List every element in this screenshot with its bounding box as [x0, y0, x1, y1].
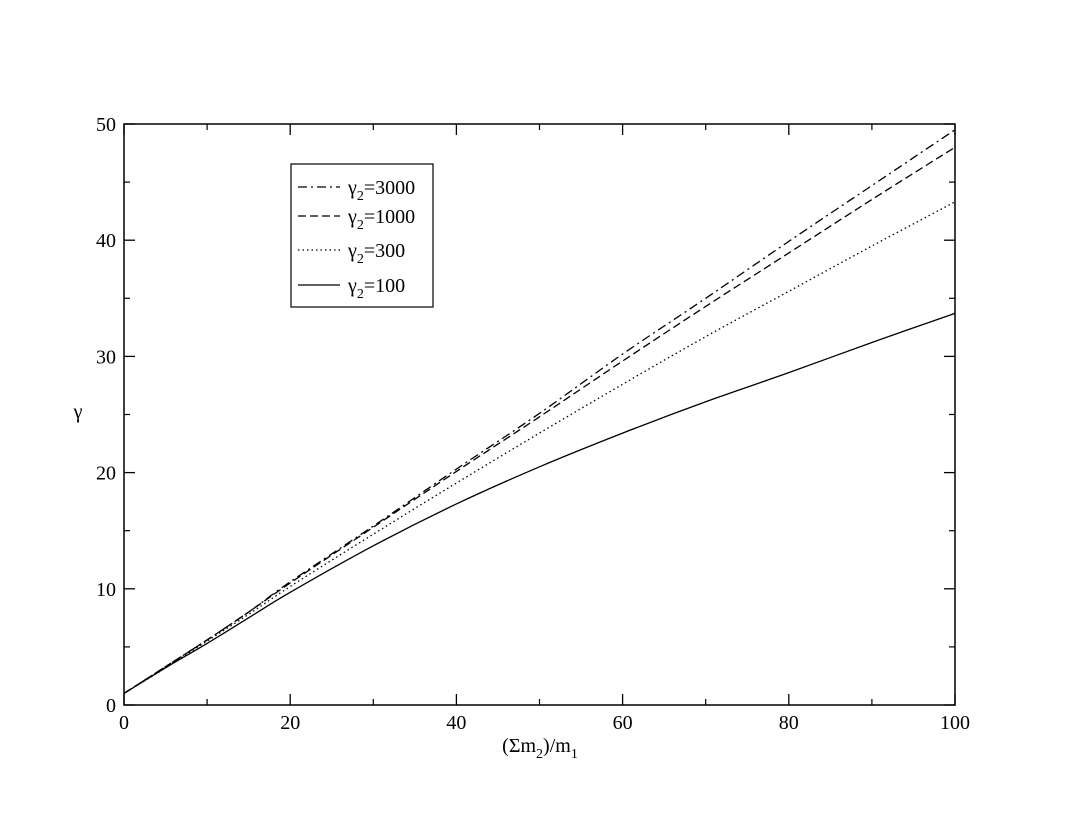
y-tick-label: 0 [106, 695, 116, 717]
x-axis-label: (Σm2)/m1 [502, 735, 578, 762]
x-tick-label: 100 [940, 712, 970, 734]
y-axis-label: γ [73, 401, 83, 423]
y-tick-label: 50 [96, 114, 116, 136]
ticks-layer: 0 20 40 60 80 100 0 10 20 30 40 50 [96, 114, 970, 734]
y-tick-label: 10 [96, 579, 116, 601]
series-line-dashdot [123, 129, 956, 694]
series-line-solid [123, 312, 956, 694]
legend-label-subscript: 2 [357, 189, 364, 204]
x-tick-label: 80 [779, 712, 799, 734]
legend-label: γ2=3000 [347, 177, 415, 204]
legend-label-value: =1000 [364, 206, 415, 228]
legend-label-subscript: 2 [357, 218, 364, 233]
series-line-dotted [123, 201, 956, 694]
y-tick-label: 40 [96, 230, 116, 252]
legend-label-symbol: γ [347, 206, 357, 228]
y-tick-label: 30 [96, 346, 116, 368]
x-tick-label: 0 [119, 712, 129, 734]
legend-label-symbol: γ [347, 177, 357, 199]
legend-label: γ2=100 [347, 275, 405, 302]
x-tick-label: 60 [613, 712, 633, 734]
y-tick-label: 20 [96, 463, 116, 485]
x-tick-label: 20 [280, 712, 300, 734]
x-axis-label-pre: (Σm [502, 735, 536, 757]
legend-label: γ2=300 [347, 240, 405, 267]
series-layer [123, 129, 956, 694]
legend-label-value: =3000 [364, 177, 415, 199]
legend-label-symbol: γ [347, 275, 357, 297]
legend-label-value: =300 [364, 240, 405, 262]
x-tick-label: 40 [446, 712, 466, 734]
legend-label: γ2=1000 [347, 206, 415, 233]
legend-label-value: =100 [364, 275, 405, 297]
x-axis-label-sub1: 2 [536, 747, 543, 762]
legend-box [290, 163, 434, 308]
series-line-dashed [123, 146, 956, 694]
legend-label-subscript: 2 [357, 252, 364, 267]
x-axis-label-mid: )/m [543, 735, 571, 757]
x-axis-label-sub2: 1 [571, 747, 578, 762]
legend-label-symbol: γ [347, 240, 357, 262]
legend-label-subscript: 2 [357, 287, 364, 302]
